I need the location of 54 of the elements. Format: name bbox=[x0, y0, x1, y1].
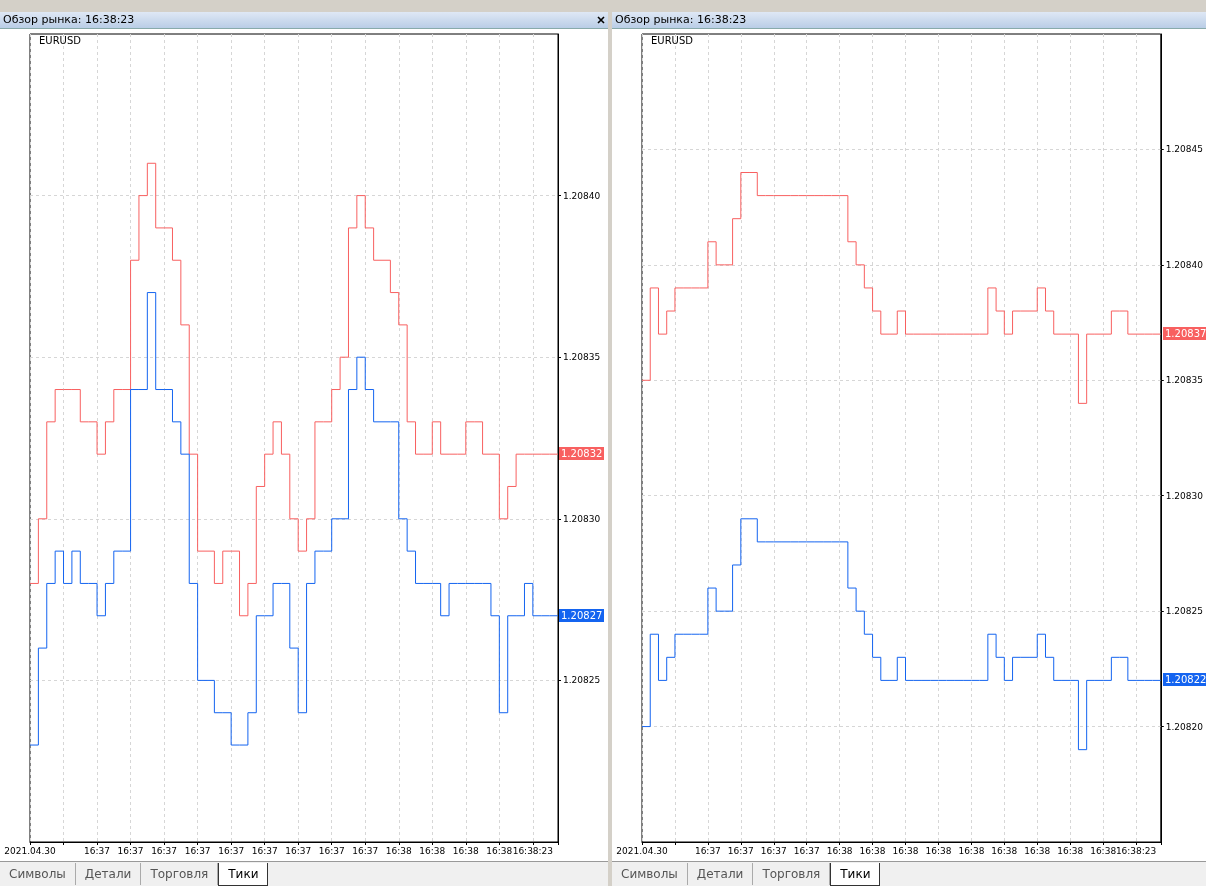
x-tick-label: 16:38:23 bbox=[1115, 845, 1157, 856]
text: Символы bbox=[0, 863, 76, 885]
text: 1.20827 bbox=[559, 608, 605, 622]
x-tick-label: 16:38 bbox=[1090, 845, 1117, 856]
chart-title: EURUSD bbox=[651, 34, 694, 46]
x-tick-label: 16:37 bbox=[318, 845, 345, 856]
x-tick-label: 16:38 bbox=[958, 845, 985, 856]
x-tick-label: 16:38 bbox=[892, 845, 919, 856]
x-tick-label: 16:37 bbox=[285, 845, 312, 856]
x-tick-label: 16:37 bbox=[117, 845, 144, 856]
text: 1.20822 bbox=[1163, 673, 1206, 687]
x-tick-label: 16:38 bbox=[925, 845, 952, 856]
y-tick-label: 1.20830 bbox=[1165, 490, 1204, 501]
y-tick-label: 1.20840 bbox=[1165, 259, 1204, 270]
y-tick-label: 1.20820 bbox=[1165, 721, 1204, 732]
text: Символы bbox=[612, 863, 688, 885]
x-tick-label: 16:37 bbox=[184, 845, 211, 856]
text: Торговля bbox=[753, 863, 831, 885]
x-tick-label: 16:38 bbox=[826, 845, 853, 856]
chart-title: EURUSD bbox=[39, 34, 82, 46]
x-tick-label: 16:38 bbox=[385, 845, 412, 856]
x-tick-label: 2021.04.30 bbox=[616, 845, 669, 856]
x-tick-label: 16:37 bbox=[218, 845, 245, 856]
text: Торговля bbox=[141, 863, 219, 885]
x-tick-label: 16:37 bbox=[760, 845, 787, 856]
y-tick-label: 1.20835 bbox=[1165, 375, 1203, 386]
y-tick-label: 1.20825 bbox=[1165, 606, 1203, 617]
x-tick-label: 16:37 bbox=[84, 845, 111, 856]
text: Обзор рынка: 16:38:23 bbox=[612, 12, 1206, 29]
x-tick-label: 2021.04.30 bbox=[4, 845, 57, 856]
text: Детали bbox=[75, 863, 142, 885]
text: Обзор рынка: 16:38:23 bbox=[0, 12, 608, 29]
y-tick-label: 1.20845 bbox=[1165, 144, 1203, 155]
y-tick-label: 1.20840 bbox=[563, 190, 601, 201]
x-tick-label: 16:37 bbox=[727, 845, 754, 856]
x-tick-label: 16:37 bbox=[352, 845, 379, 856]
x-tick-label: 16:38 bbox=[452, 845, 480, 856]
text: 1.20837 bbox=[1163, 327, 1206, 341]
y-tick-label: 1.20830 bbox=[563, 513, 601, 524]
y-tick-label: 1.20835 bbox=[563, 352, 601, 363]
x-tick-label: 16:37 bbox=[694, 845, 721, 856]
x-tick-label: 16:38 bbox=[859, 845, 886, 856]
x-tick-label: 16:38 bbox=[991, 845, 1018, 856]
x-tick-label: 16:37 bbox=[151, 845, 178, 856]
x-tick-label: 16:38 bbox=[1024, 845, 1051, 856]
text: 1.20832 bbox=[559, 447, 605, 461]
text: Детали bbox=[687, 863, 754, 885]
x-tick-label: 16:38 bbox=[1057, 845, 1084, 856]
x-tick-label: 16:38:23 bbox=[512, 845, 554, 856]
y-tick-label: 1.20825 bbox=[563, 675, 601, 686]
x-tick-label: 16:38 bbox=[486, 845, 513, 856]
x-tick-label: 16:37 bbox=[251, 845, 278, 856]
x-tick-label: 16:37 bbox=[793, 845, 820, 856]
x-tick-label: 16:38 bbox=[419, 845, 446, 856]
